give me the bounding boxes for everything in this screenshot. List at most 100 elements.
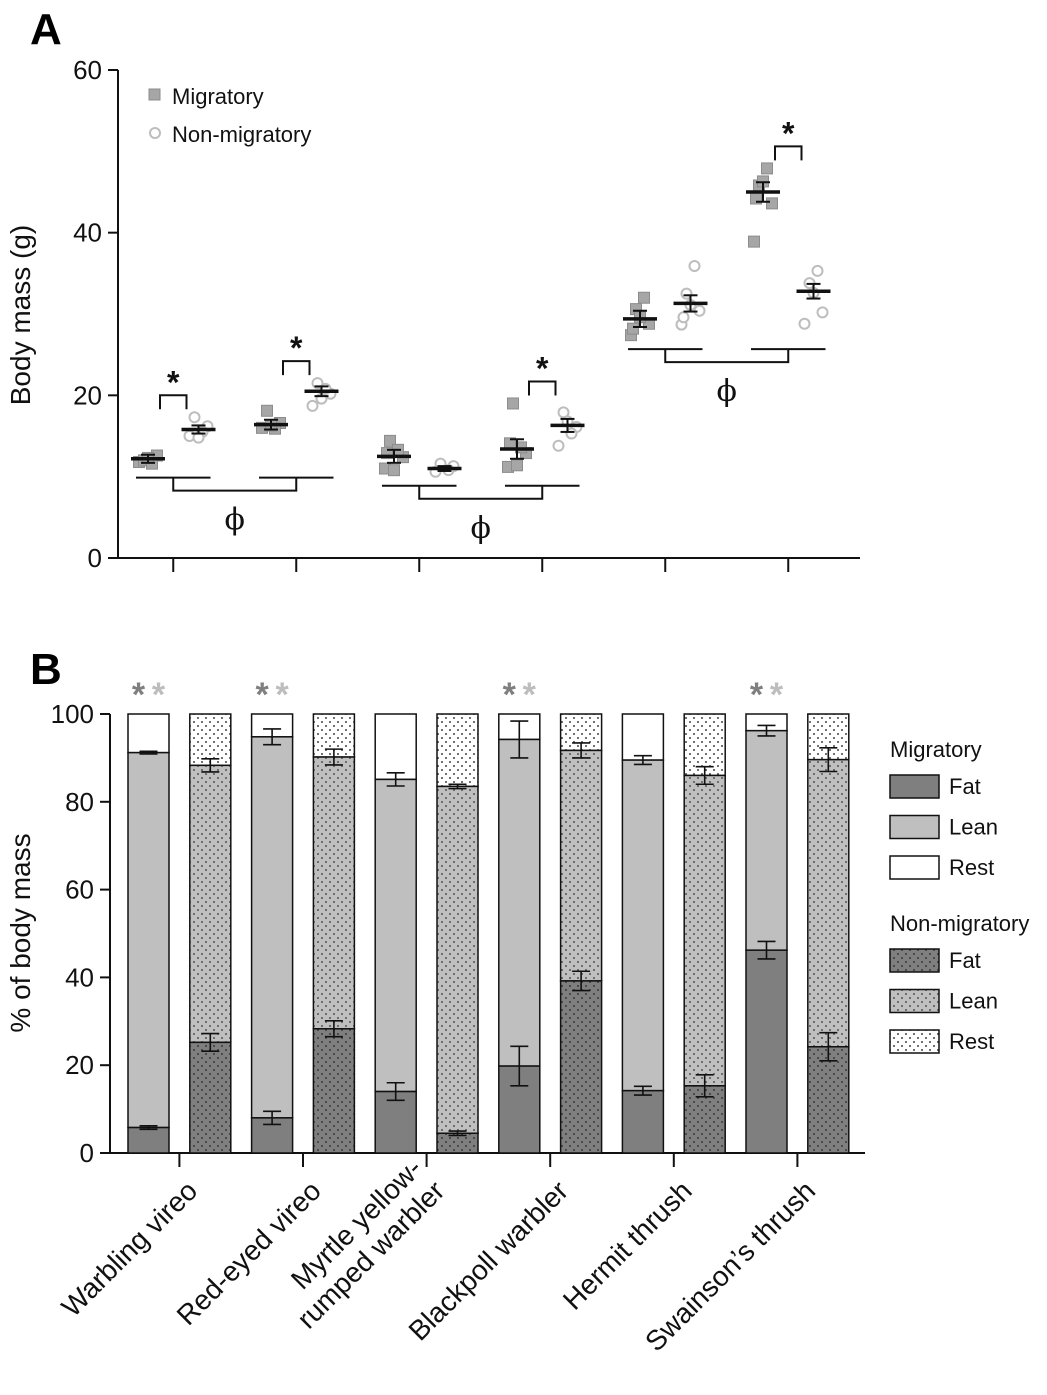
- panel-label-b: B: [30, 645, 62, 694]
- legend-fat-swatch: [889, 948, 940, 973]
- legend-lean-swatch: [889, 814, 940, 840]
- legend-nonmigratory-title: Non-migratory: [890, 911, 1029, 936]
- legend-fat-label: Fat: [949, 948, 981, 973]
- significance-asterisk-fat: *: [255, 676, 269, 714]
- panel-label-a: A: [30, 5, 62, 54]
- phi-bracket: [172, 477, 298, 492]
- panel-b-y-tick-label: 40: [65, 962, 94, 992]
- legend-rest-label: Rest: [949, 1029, 994, 1054]
- legend-fat-swatch: [889, 774, 940, 799]
- significance-asterisk: *: [782, 115, 795, 151]
- legend-migratory-label: Migratory: [172, 84, 264, 109]
- significance-bracket: [282, 360, 311, 376]
- migratory-lean-segment: [621, 759, 665, 1092]
- panel-b-y-tick-label: 0: [80, 1138, 94, 1168]
- significance-asterisk-lean: *: [275, 676, 289, 714]
- migratory-lean-segment: [498, 738, 541, 1067]
- panel-a-y-tick-label: 40: [73, 218, 102, 248]
- legend-rest-swatch: [889, 855, 940, 880]
- migratory-data-point: [511, 459, 523, 472]
- nonmigratory-data-point: [552, 439, 565, 452]
- nonmigratory-lean-segment: [559, 749, 603, 982]
- nonmigratory-fat-segment: [189, 1041, 232, 1154]
- legend-rest-label: Rest: [949, 855, 994, 880]
- phi-bracket: [664, 349, 790, 364]
- panel-a-y-axis-title: Body mass (g): [5, 225, 36, 406]
- nonmigratory-lean-segment: [436, 785, 479, 1134]
- panel-b-y-tick-label: 100: [51, 699, 94, 729]
- migratory-data-point: [748, 235, 760, 248]
- significance-asterisk: *: [290, 330, 303, 366]
- legend-rest-swatch: [889, 1029, 940, 1054]
- nonmigratory-fat-segment: [559, 980, 603, 1154]
- legend-migratory-title: Migratory: [890, 737, 982, 762]
- nonmigratory-data-point: [811, 264, 824, 277]
- migratory-data-point: [766, 197, 778, 210]
- migratory-rest-segment: [621, 713, 665, 761]
- migratory-lean-segment: [374, 778, 417, 1093]
- phi-bracket: [418, 485, 544, 500]
- panel-a-chart: Body mass (g) 0 20 40 60 Migratory Non-migra…: [5, 55, 860, 573]
- panel-a-y-tick-label: 0: [88, 543, 102, 573]
- significance-bracket: [774, 145, 803, 161]
- panel-b-y-axis-title: % of body mass: [5, 833, 36, 1032]
- legend-migratory-square-icon: [148, 88, 161, 101]
- panel-b-y-tick-label: 20: [65, 1050, 94, 1080]
- significance-asterisk-fat: *: [132, 676, 146, 714]
- nonmigratory-fat-segment: [807, 1046, 850, 1154]
- nonmigratory-lean-segment: [189, 764, 232, 1044]
- migratory-fat-segment: [621, 1089, 665, 1154]
- nonmigratory-data-point: [306, 399, 319, 412]
- category-label: Hermit thrush: [557, 1175, 698, 1316]
- nonmigratory-data-point: [798, 317, 811, 330]
- significance-asterisk: *: [536, 350, 549, 386]
- significance-asterisk-fat: *: [503, 676, 517, 714]
- nonmigratory-data-point: [816, 306, 829, 319]
- nonmigratory-lean-segment: [683, 774, 726, 1087]
- legend-lean-label: Lean: [949, 815, 998, 840]
- migratory-rest-segment: [374, 713, 417, 781]
- migratory-lean-segment: [127, 751, 170, 1129]
- significance-asterisk-lean: *: [523, 676, 537, 714]
- nonmigratory-rest-segment: [683, 713, 726, 777]
- significance-asterisk: *: [167, 364, 180, 400]
- migratory-fat-segment: [745, 949, 788, 1154]
- significance-bracket: [528, 380, 557, 396]
- nonmigratory-data-point: [688, 260, 701, 273]
- nonmigratory-data-point: [677, 311, 690, 324]
- legend-nonmigratory-circle-icon: [149, 127, 161, 139]
- significance-asterisk-fat: *: [750, 676, 764, 714]
- phi-label: ϕ: [717, 374, 737, 409]
- migratory-data-point: [261, 404, 273, 417]
- legend-lean-label: Lean: [949, 989, 998, 1014]
- migratory-fat-segment: [127, 1126, 170, 1154]
- phi-label: ϕ: [225, 503, 245, 538]
- panel-a-y-tick-label: 20: [73, 380, 102, 410]
- nonmigratory-fat-segment: [312, 1028, 356, 1154]
- significance-asterisk-lean: *: [152, 676, 166, 714]
- panel-b-y-tick-label: 60: [65, 875, 94, 905]
- significance-bracket: [159, 394, 188, 410]
- migratory-data-point: [507, 397, 519, 410]
- category-label-line: Hermit thrush: [557, 1175, 698, 1316]
- nonmigratory-lean-segment: [807, 758, 850, 1048]
- phi-label: ϕ: [471, 511, 491, 546]
- migratory-data-point: [381, 447, 393, 460]
- migratory-data-point: [384, 434, 396, 447]
- migratory-rest-segment: [127, 713, 170, 754]
- significance-asterisk-lean: *: [770, 676, 784, 714]
- nonmigratory-lean-segment: [312, 756, 356, 1030]
- migratory-data-point: [627, 322, 639, 335]
- panel-b-y-tick-label: 80: [65, 787, 94, 817]
- migratory-data-point: [388, 464, 400, 477]
- nonmigratory-data-point: [188, 411, 201, 424]
- migratory-fat-segment: [374, 1090, 417, 1154]
- panel-a-y-tick-label: 60: [73, 55, 102, 85]
- legend-fat-label: Fat: [949, 774, 981, 799]
- legend-nonmigratory-label: Non-migratory: [172, 122, 311, 147]
- migratory-data-point: [638, 291, 650, 304]
- legend-lean-swatch: [889, 988, 940, 1014]
- nonmigratory-rest-segment: [189, 713, 232, 767]
